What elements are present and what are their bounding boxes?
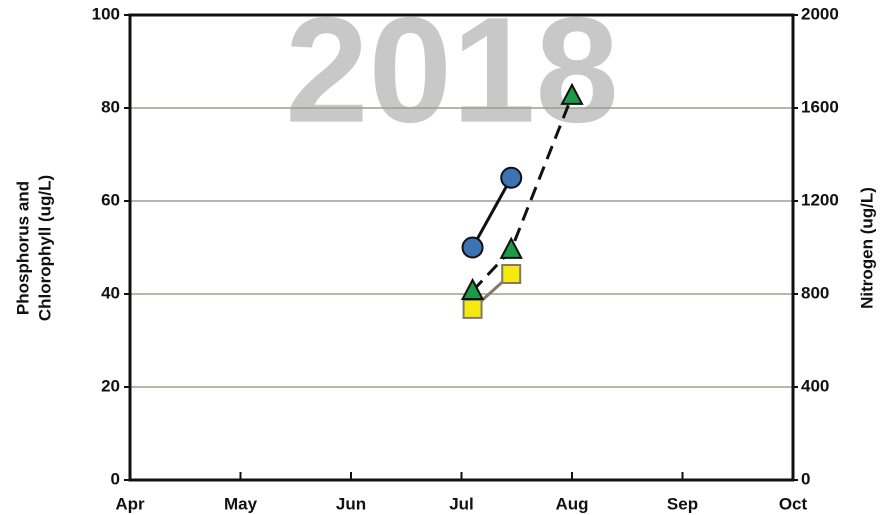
plot-frame <box>128 13 795 482</box>
x-tick-label: Jul <box>449 494 474 513</box>
point <box>501 264 522 285</box>
y-axis-label: Chlorophyll (ug/L) <box>35 175 54 321</box>
x-tick-label: Aug <box>555 494 588 513</box>
y2-tick-label: 1200 <box>801 190 839 209</box>
y2-tick-label: 1600 <box>801 97 839 116</box>
y2-axis-label: Nitrogen (ug/L) <box>857 187 876 309</box>
y-tick-label: 100 <box>92 4 120 23</box>
point <box>499 236 523 259</box>
x-tick-label: Apr <box>115 494 145 513</box>
x-tick-label: Jun <box>336 494 366 513</box>
y2-tick-label: 800 <box>801 283 829 302</box>
point <box>500 166 523 189</box>
point <box>460 277 485 300</box>
y2-tick-label: 400 <box>801 376 829 395</box>
x-tick-label: Sep <box>667 494 698 513</box>
chart-title: 2018 <box>285 0 619 154</box>
y-tick-label: 40 <box>101 283 120 302</box>
point <box>462 298 483 319</box>
y2-tick-label: 2000 <box>801 4 839 23</box>
y2-tick-label: 0 <box>801 469 810 488</box>
point <box>560 82 584 105</box>
x-tick-label: Oct <box>779 494 808 513</box>
series-line <box>471 177 513 249</box>
x-tick-label: May <box>224 494 258 513</box>
y-tick-label: 0 <box>111 469 120 488</box>
point <box>461 236 484 259</box>
y-tick-label: 20 <box>101 376 120 395</box>
y-axis-label: Phosphorus and <box>13 181 32 315</box>
y-tick-label: 80 <box>101 97 120 116</box>
y-tick-label: 60 <box>101 190 120 209</box>
